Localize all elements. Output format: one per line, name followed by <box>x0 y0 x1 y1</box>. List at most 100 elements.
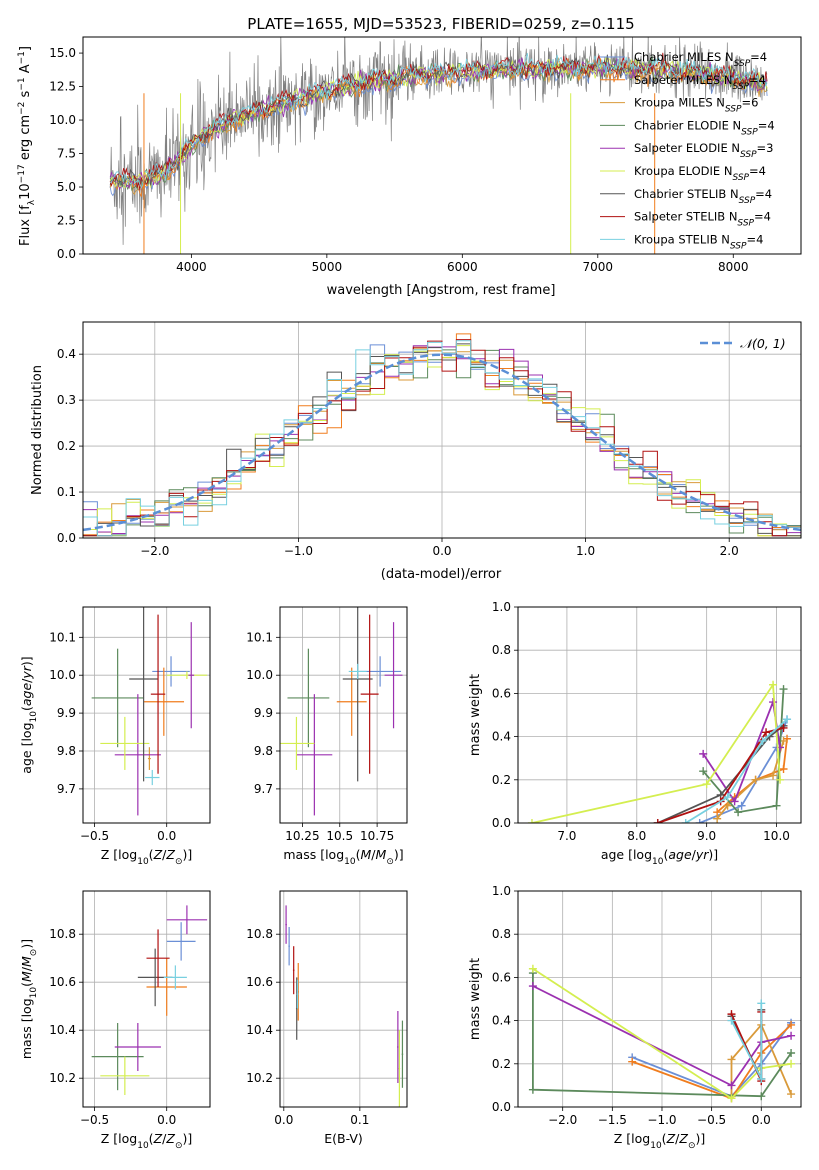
x-tick-label: −2.0 <box>548 1113 577 1127</box>
point-marker <box>762 728 771 737</box>
plot-area <box>280 607 403 816</box>
y-axis-label: mass weight <box>468 958 483 1040</box>
legend-entry: Salpeter STELIB NSSP=4 <box>634 210 771 229</box>
series-line <box>730 1023 792 1097</box>
y-tick-label: 10.4 <box>49 1023 76 1037</box>
x-tick-label: 10.5 <box>326 829 353 843</box>
point-marker <box>751 775 760 784</box>
errorbar-chabrier-elodie <box>287 648 330 748</box>
x-tick-label: 0.1 <box>350 1113 369 1127</box>
point-marker <box>713 814 722 823</box>
series-chabrier-elodie <box>528 969 796 1101</box>
axes-mass-vs-EBV: 0.0 0.1 10.2 10.4 10.6 10.8 <box>246 890 408 1127</box>
errorbar-salpeter-miles <box>146 958 187 1016</box>
x-tick-label: 2.0 <box>720 544 739 558</box>
x-tick-label: 4000 <box>176 260 207 274</box>
errorbar-salpeter-elodie <box>166 905 208 935</box>
point-marker <box>653 819 662 823</box>
series-line <box>532 968 792 1100</box>
y-tick-label: 9.8 <box>254 744 273 758</box>
series-kroupa-elodie <box>527 680 785 823</box>
figure-title: PLATE=1655, MJD=53523, FIBERID=0259, z=0… <box>247 15 634 33</box>
y-axis-label: Flux [fλ10−17 erg cm−2 s−1 A−1] <box>17 46 37 246</box>
point-marker <box>727 1094 736 1103</box>
normal-curve <box>83 353 801 532</box>
series-line <box>685 718 788 823</box>
axes-frame <box>82 890 211 1108</box>
plot-area <box>91 905 208 1095</box>
errorbar-salpeter-elodie <box>296 694 333 816</box>
errorbar-salpeter-stelib <box>146 929 170 987</box>
plot-area <box>285 905 404 1107</box>
y-tick-label: 10.0 <box>246 668 273 682</box>
point-marker <box>528 964 537 973</box>
y-tick-label: 9.7 <box>254 782 273 796</box>
axes-frame <box>82 36 802 255</box>
errorbar-salpeter-elodie <box>114 694 161 816</box>
point-marker <box>758 736 767 745</box>
x-tick-label: 0.0 <box>274 1113 293 1127</box>
y-tick-label: 5.0 <box>57 180 76 194</box>
errorbar-chabrier-miles <box>166 922 196 961</box>
axes-weight-vs-Z: −2.0 −1.5 −1.0 −0.5 0.0 0.0 0.2 0.4 0.6 0.8 1.0 <box>492 884 802 1127</box>
errorbar-kroupa-stelib <box>296 979 299 1009</box>
series-salpeter-elodie <box>699 698 785 806</box>
y-tick-label: 0.4 <box>492 730 511 744</box>
x-tick-label: 10.0 <box>763 829 790 843</box>
errorbar-kroupa-stelib <box>348 663 367 679</box>
point-marker <box>769 680 778 689</box>
y-tick-label: 9.8 <box>57 744 76 758</box>
y-tick-label: 0.6 <box>492 970 511 984</box>
y-tick-label: 2.5 <box>57 214 76 228</box>
x-tick-label: 0.0 <box>432 544 451 558</box>
errorbar-salpeter-elodie <box>188 622 195 729</box>
errorbar-kroupa-elodie <box>280 716 315 770</box>
errorbar-salpeter-stelib <box>360 614 379 774</box>
point-marker <box>757 1074 766 1083</box>
model-spectrum-kroupa-miles <box>109 57 768 196</box>
y-tick-label: 9.9 <box>57 706 76 720</box>
series-kroupa-miles <box>713 736 788 823</box>
x-tick-label: 5000 <box>312 260 343 274</box>
plot-area <box>83 333 801 537</box>
errorbar-salpeter-stelib <box>292 946 295 995</box>
legend-entry: Kroupa STELIB NSSP=4 <box>634 232 763 251</box>
y-tick-label: 15.0 <box>49 46 76 60</box>
y-tick-label: 10.2 <box>246 1071 273 1085</box>
point-marker <box>787 1031 796 1040</box>
model-spectrum-chabrier-stelib <box>109 54 768 187</box>
point-marker <box>779 765 788 773</box>
x-axis-label: Z [log10(Z/Z⊙)] <box>101 847 193 867</box>
x-axis-label: (data-model)/error <box>381 567 502 582</box>
y-tick-label: 10.0 <box>49 668 76 682</box>
legend-entry: Salpeter ELODIE NSSP=3 <box>634 141 773 160</box>
y-tick-label: 0.4 <box>57 347 76 361</box>
point-marker <box>528 1085 537 1094</box>
errorbar-salpeter-miles <box>143 667 185 736</box>
y-tick-label: 0.8 <box>492 643 511 657</box>
y-tick-label: 9.7 <box>57 782 76 796</box>
point-marker <box>727 1081 736 1090</box>
y-axis-label: Normed distribution <box>30 365 45 495</box>
series-line <box>532 973 792 1098</box>
y-tick-label: 0.8 <box>492 927 511 941</box>
point-marker <box>695 819 704 823</box>
y-tick-label: 0.2 <box>57 439 76 453</box>
point-marker <box>527 819 536 823</box>
x-tick-label: −0.5 <box>80 1113 109 1127</box>
point-marker <box>776 775 785 784</box>
x-tick-label: 7000 <box>583 260 614 274</box>
errorbar-chabrier-miles <box>288 927 290 966</box>
y-tick-label: 0.0 <box>492 816 511 830</box>
point-marker <box>757 999 766 1008</box>
errorbar-salpeter-miles <box>336 667 367 736</box>
errorbar-salpeter-elodie <box>384 622 403 729</box>
errorbar-salpeter-elodie <box>285 905 287 944</box>
series-line <box>631 1022 792 1098</box>
point-marker <box>628 1057 637 1066</box>
point-marker <box>723 801 732 810</box>
y-tick-label: 10.4 <box>246 1023 273 1037</box>
axes-age-vs-mass: 10.25 10.5 10.75 9.7 9.8 9.9 10.0 10.1 <box>246 606 408 843</box>
y-tick-label: 10.8 <box>246 927 273 941</box>
y-tick-label: 0.2 <box>492 1057 511 1071</box>
